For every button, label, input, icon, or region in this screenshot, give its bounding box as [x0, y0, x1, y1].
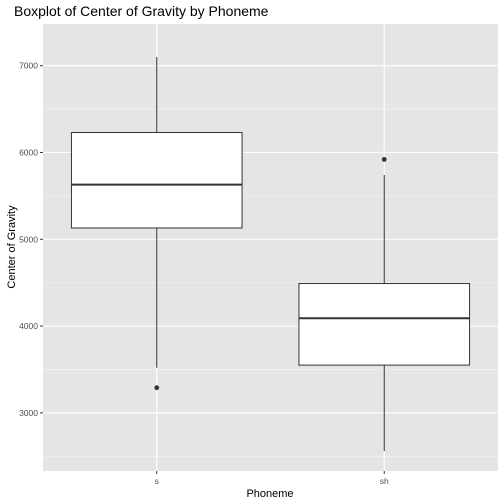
outlier-point [381, 157, 387, 162]
box-sh [298, 157, 471, 452]
x-axis: s sh [155, 471, 389, 486]
box-body [298, 283, 471, 366]
y-tick-label: 6000 [19, 147, 38, 157]
x-axis-title: Phoneme [246, 488, 293, 500]
x-tick-label: sh [380, 476, 389, 486]
box-marks [70, 56, 471, 452]
y-axis: 3000 4000 5000 6000 7000 [19, 61, 43, 418]
y-tick-label: 3000 [19, 408, 38, 418]
x-tick-label: s [155, 476, 159, 486]
y-axis-title: Center of Gravity [6, 205, 18, 289]
outlier-point [154, 385, 160, 391]
y-tick-label: 7000 [19, 61, 38, 71]
box-s [70, 56, 243, 391]
plot-panel [43, 24, 498, 471]
box-body [70, 131, 243, 229]
chart-title: Boxplot of Center of Gravity by Phoneme [14, 3, 269, 19]
y-tick-label: 4000 [19, 321, 38, 331]
y-tick-label: 5000 [19, 234, 38, 244]
